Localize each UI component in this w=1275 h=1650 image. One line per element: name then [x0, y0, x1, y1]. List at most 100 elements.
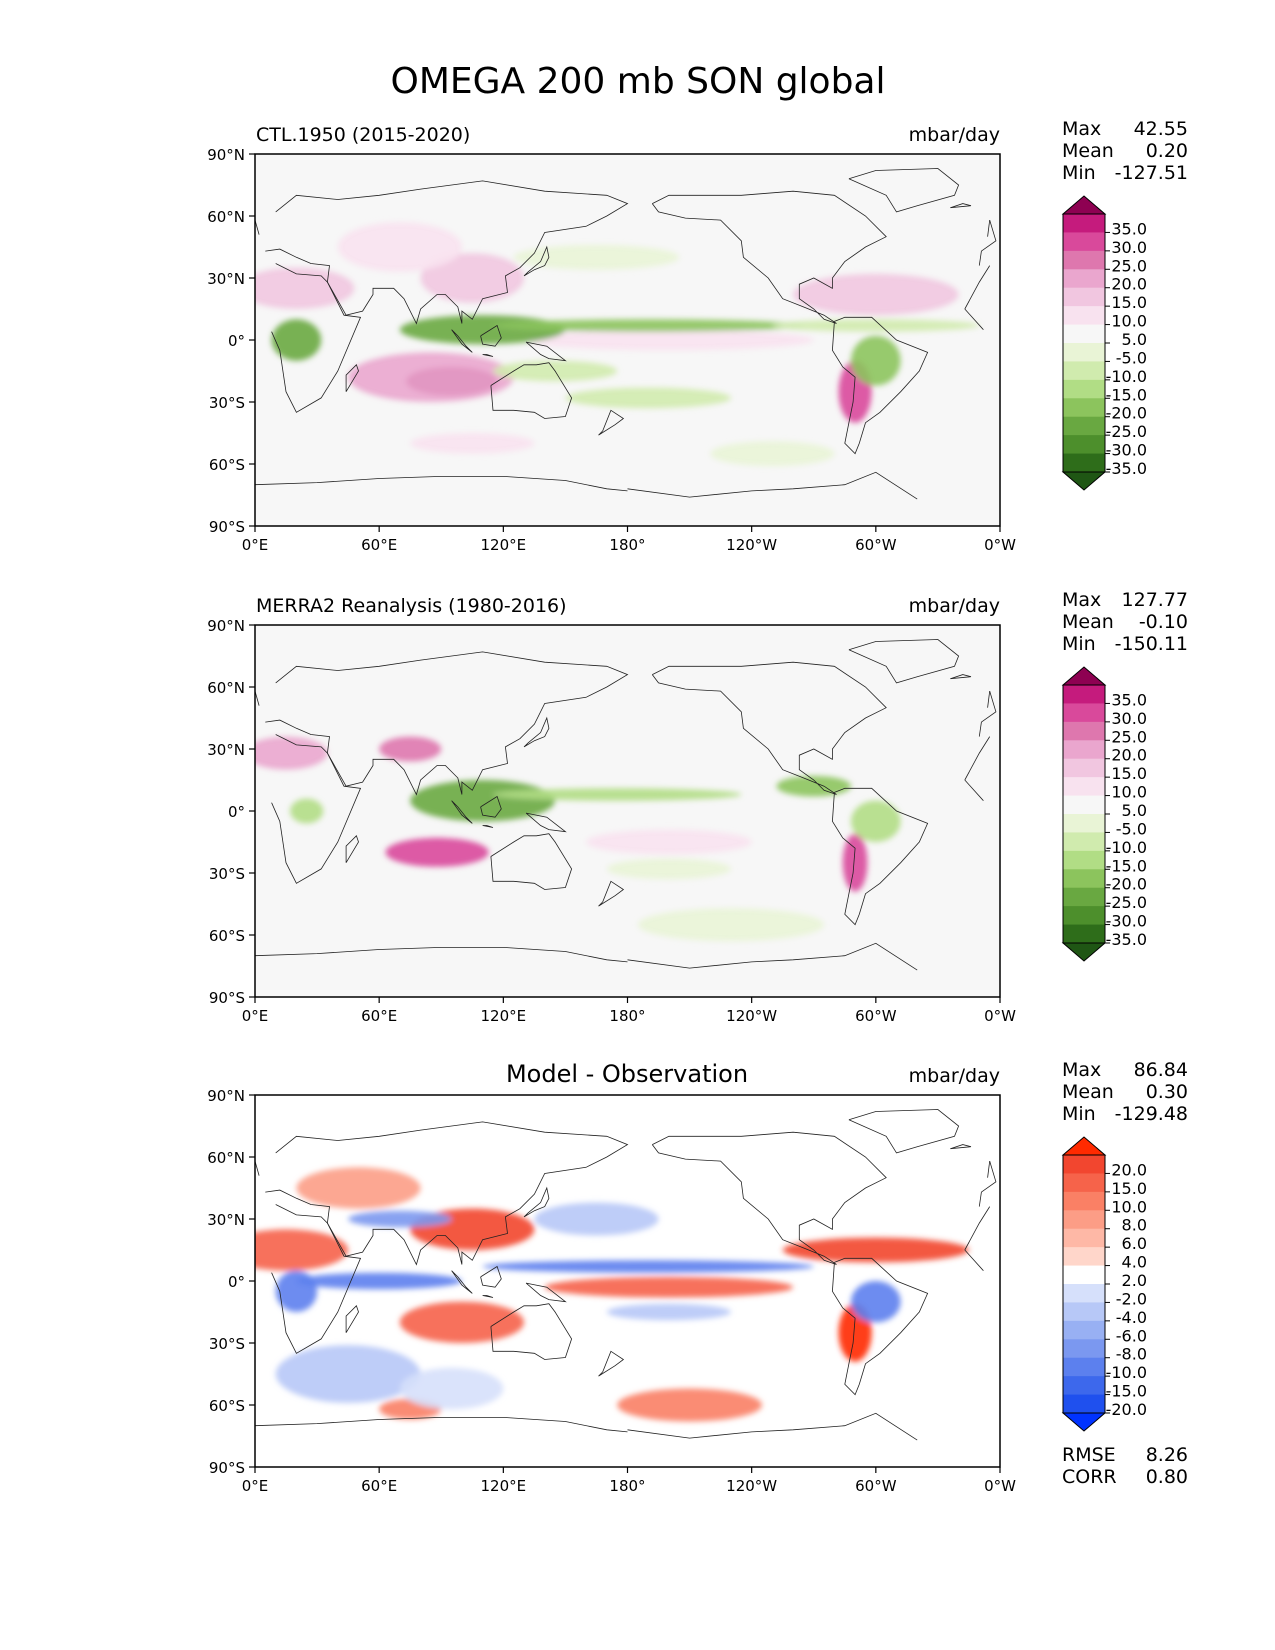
lat-tick-label: 90°N: [207, 617, 245, 635]
coastline: [651, 661, 887, 795]
stat-max-value: 42.55: [1134, 118, 1188, 140]
map-field: [255, 222, 980, 467]
lon-tick-label: 120°E: [481, 536, 527, 554]
stat-min-value: -127.51: [1115, 162, 1188, 184]
colorbar-label: 2.0: [1122, 1271, 1147, 1290]
coastline: [265, 651, 629, 796]
field-anomaly: [379, 736, 442, 762]
metric-corr-value: 0.80: [1146, 1466, 1188, 1488]
colorbar-segment: [1063, 777, 1105, 797]
colorbar-extend-top: [1061, 1136, 1107, 1156]
field-anomaly: [534, 1202, 659, 1236]
lat-tick-label: 30°N: [207, 741, 245, 759]
lon-tick-label: 60°E: [361, 1477, 397, 1495]
colorbar-label: 25.0: [1111, 727, 1147, 746]
colorbar-extend-bottom: [1061, 942, 1107, 962]
stat-min-label: Min: [1062, 162, 1096, 184]
coastline: [480, 795, 502, 818]
colorbar-segment: [1063, 1155, 1105, 1174]
coastline: [255, 1417, 628, 1433]
stat-mean-label: Mean: [1062, 611, 1114, 633]
colorbar-segment: [1063, 1191, 1105, 1211]
colorbar-label: 6.0: [1122, 1234, 1147, 1253]
lon-tick-label: 0°W: [984, 1477, 1016, 1495]
colorbar-label: -25.0: [1106, 893, 1147, 912]
colorbar-label: -20.0: [1106, 875, 1147, 894]
coastline: [490, 833, 573, 890]
stats-block: Max 42.55 Mean 0.20 Min -127.51: [1062, 118, 1188, 184]
lon-tick-label: 0°E: [242, 536, 269, 554]
stat-max-label: Max: [1062, 118, 1101, 140]
field-anomaly: [337, 222, 462, 272]
colorbar-label: 20.0: [1111, 1160, 1147, 1179]
coastline: [265, 180, 629, 325]
colorbar-label: 30.0: [1111, 709, 1147, 728]
coastline: [265, 1121, 629, 1266]
colorbar-segment: [1063, 416, 1105, 436]
coastline: [482, 1295, 494, 1298]
field-anomaly: [385, 837, 489, 867]
coastline: [950, 1144, 972, 1150]
colorbar-label: -20.0: [1106, 1400, 1147, 1419]
coastline: [482, 354, 494, 357]
colorbar-segment: [1063, 814, 1105, 833]
field-features: [255, 1167, 969, 1422]
field-anomaly: [296, 1272, 463, 1290]
field-anomaly: [710, 441, 835, 467]
coastline: [598, 880, 625, 907]
lon-tick-label: 0°W: [984, 1007, 1016, 1025]
colorbar-segment: [1063, 1228, 1105, 1248]
stats-block: Max 127.77 Mean -0.10 Min -150.11: [1062, 589, 1188, 655]
field-anomaly: [772, 319, 980, 332]
coastline: [525, 341, 567, 362]
coastline: [627, 471, 918, 500]
colorbar-label: 15.0: [1111, 764, 1147, 783]
lat-tick-label: 0°: [228, 803, 245, 821]
field-anomaly: [290, 798, 324, 824]
lon-tick-label: 0°E: [242, 1007, 269, 1025]
colorbar-segment: [1063, 1394, 1105, 1414]
coastline: [651, 190, 887, 324]
lat-tick-label: 30°S: [209, 1335, 245, 1353]
colorbar-label: -5.0: [1116, 819, 1147, 838]
coastline: [523, 245, 550, 277]
field-anomaly: [255, 267, 355, 309]
coastline: [848, 1109, 960, 1154]
coastline: [451, 800, 473, 824]
stat-max-label: Max: [1062, 1059, 1101, 1081]
coastline: [451, 1270, 473, 1294]
lon-tick-label: 120°W: [726, 1007, 777, 1025]
coastline: [831, 1257, 929, 1396]
coastline: [451, 329, 473, 353]
colorbar-label: 15.0: [1111, 1179, 1147, 1198]
lat-tick-label: 0°: [228, 1273, 245, 1291]
panel-left-title: CTL.1950 (2015-2020): [256, 124, 470, 146]
coastline: [523, 1186, 550, 1218]
field-anomaly: [565, 387, 731, 409]
field-anomaly: [399, 1367, 504, 1410]
coastlines: [255, 168, 997, 500]
stat-min-value: -129.48: [1115, 1103, 1188, 1125]
colorbar-segment: [1063, 343, 1105, 362]
colorbar-label: 35.0: [1111, 219, 1147, 238]
colorbar-segment: [1063, 324, 1105, 344]
colorbar-segment: [1063, 740, 1105, 760]
field-anomaly: [493, 319, 804, 332]
field-features: [255, 736, 901, 942]
coastline: [523, 716, 550, 748]
lat-tick-label: 30°S: [209, 865, 245, 883]
coastline: [345, 364, 359, 392]
field-anomaly: [348, 1210, 452, 1228]
colorbar-label: -4.0: [1116, 1308, 1147, 1327]
lon-tick-label: 60°W: [855, 536, 897, 554]
stat-min-label: Min: [1062, 633, 1096, 655]
colorbar-label: -25.0: [1106, 422, 1147, 441]
colorbar: 35.030.025.020.015.010.05.0-5.0-10.0-15.…: [1061, 666, 1147, 962]
field-anomaly: [513, 244, 680, 270]
lat-tick-label: 30°S: [209, 394, 245, 412]
coastline: [964, 1206, 991, 1251]
coastline: [987, 691, 991, 708]
lon-tick-label: 180°: [609, 1477, 645, 1495]
stats-block: Max 86.84 Mean 0.30 Min -129.48: [1062, 1059, 1188, 1125]
